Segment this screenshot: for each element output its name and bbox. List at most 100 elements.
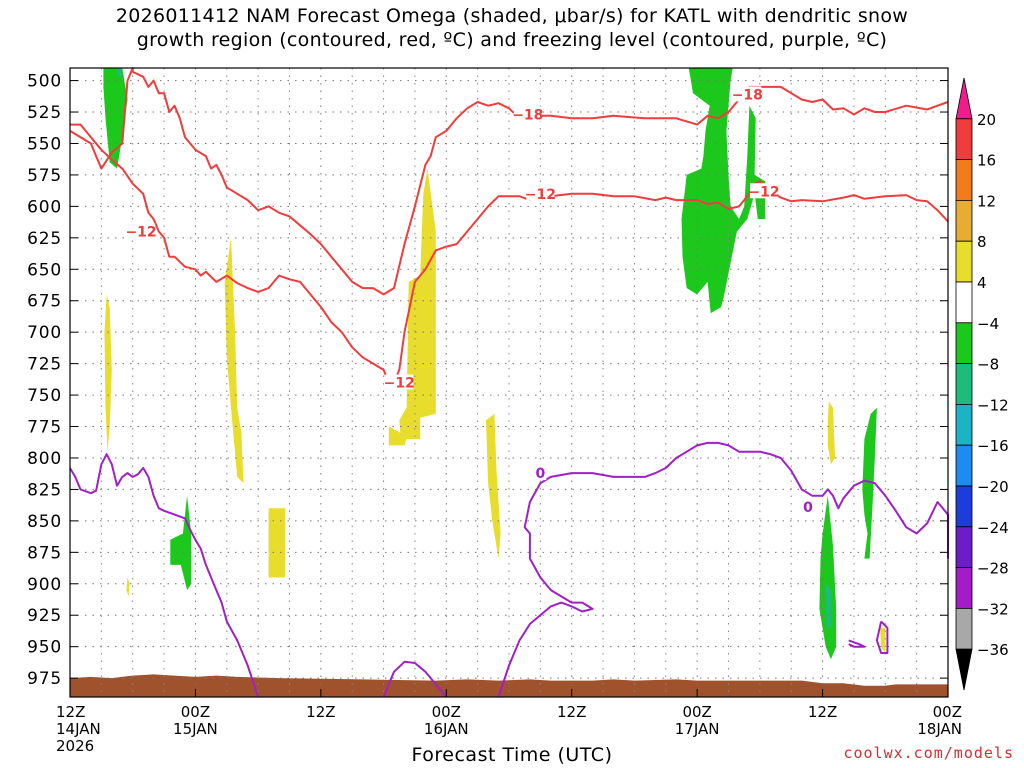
- y-axis: 500 525 550 575 600 625 650 675 700 725 750 775 800 8…: [27, 72, 948, 689]
- x-tick-label-6-0: 12Z: [808, 703, 837, 721]
- credit-text: coolwx.com/models: [843, 744, 1014, 762]
- contour-label-dgz-lower-minus12-0: −12: [125, 225, 156, 241]
- contour-freezing-level-low-0: [382, 660, 448, 698]
- colorbar-label-0: 20: [977, 111, 996, 129]
- colorbar-label-6: −8: [977, 356, 999, 374]
- contour-dgz-lower-minus12: [70, 123, 949, 384]
- colorbar-label-4: 4: [977, 274, 987, 292]
- contour-label-bg: [801, 499, 814, 515]
- x-tick-label-2-0: 12Z: [306, 703, 335, 721]
- shaded-region-teal-2: [825, 583, 831, 628]
- x-tick-label-0-0: 12Z: [56, 703, 85, 721]
- chart-title-line-1: 2026011412 NAM Forecast Omega (shaded, μ…: [115, 5, 909, 27]
- contour-freezing-level-loop-0: [848, 639, 866, 648]
- shaded-region-yellow-4: [268, 508, 286, 578]
- colorbar-swatch-14: [955, 648, 973, 691]
- contour-label-dgz-upper-minus18-0: −18: [512, 108, 543, 124]
- colorbar-swatch-7: [955, 363, 973, 405]
- contour-dgz-upper-minus18: [69, 67, 949, 296]
- y-tick-label-600: 600: [27, 197, 62, 217]
- contours: [69, 67, 949, 698]
- y-tick-label-775: 775: [27, 418, 62, 438]
- colorbar-label-7: −12: [977, 396, 1009, 414]
- y-tick-label-675: 675: [27, 292, 62, 312]
- colorbar-label-13: −36: [977, 641, 1009, 659]
- x-tick-label-0-2: 2026: [56, 737, 94, 755]
- y-tick-label-625: 625: [27, 229, 62, 249]
- shaded-region-ground: [70, 674, 948, 697]
- shaded-region-green-1: [103, 68, 128, 169]
- shaded-region-yellow-7: [827, 401, 836, 465]
- plot-frame: [69, 67, 949, 698]
- y-tick-label-750: 750: [27, 386, 62, 406]
- contour-label-freezing-level-main-0-0: 0: [535, 466, 545, 482]
- x-tick-label-3-0: 00Z: [432, 703, 461, 721]
- chart-title: 2026011412 NAM Forecast Omega (shaded, μ…: [0, 4, 1024, 52]
- colorbar-swatch-4: [955, 240, 973, 283]
- y-tick-label-575: 575: [27, 166, 62, 186]
- contour-label-bg: [750, 183, 779, 199]
- contour-label-bg: [513, 106, 542, 122]
- shaded-region-yellow-2: [126, 577, 130, 597]
- x-tick-label-4-0: 12Z: [557, 703, 586, 721]
- y-tick-label-525: 525: [27, 103, 62, 123]
- colorbar-swatch-1: [955, 118, 973, 161]
- colorbar-label-10: −24: [977, 519, 1009, 537]
- shaded-region-yellow-5: [388, 168, 436, 446]
- y-tick-label-550: 550: [27, 134, 62, 154]
- contour-freezing-level-main-0: [69, 453, 260, 698]
- colorbar-swatch-5: [955, 281, 973, 324]
- colorbar-label-8: −16: [977, 437, 1009, 455]
- x-tick-label-5-1: 17JAN: [675, 720, 720, 738]
- x-tick-label-7-0: 00Z: [933, 703, 962, 721]
- colorbar-swatch-6: [955, 322, 973, 364]
- x-tick-label-5-0: 00Z: [682, 703, 711, 721]
- contour-label-dgz-lower-minus12-1: −12: [384, 376, 415, 392]
- colorbar-swatch-0: [955, 77, 973, 120]
- shaded-region-yellow-3: [224, 237, 244, 484]
- contour-label-dgz-lower-minus12-3: −12: [748, 184, 779, 200]
- y-tick-label-950: 950: [27, 638, 62, 658]
- colorbar-swatch-9: [955, 444, 973, 487]
- y-tick-label-825: 825: [27, 480, 62, 500]
- y-tick-label-800: 800: [27, 449, 62, 469]
- contour-label-freezing-level-main-0-1: 0: [803, 500, 813, 516]
- shaded-region-green-2: [170, 495, 192, 591]
- x-axis-title: Forecast Time (UTC): [411, 744, 613, 766]
- x-tick-label-3-1: 16JAN: [424, 720, 469, 738]
- colorbar-label-12: −32: [977, 600, 1009, 618]
- colorbar-label-11: −28: [977, 560, 1009, 578]
- contour-freezing-level-east-0: [497, 441, 949, 698]
- colorbar-swatch-10: [955, 485, 973, 528]
- shaded-region-green-4: [819, 495, 837, 660]
- grid: [70, 68, 948, 697]
- colorbar-swatch-8: [955, 403, 973, 446]
- y-tick-label-725: 725: [27, 355, 62, 375]
- colorbar-swatch-3: [955, 199, 973, 242]
- contour-labels: −18 −18 −12 −12 −12 −12 0 0: [125, 86, 814, 516]
- colorbar-swatch-2: [955, 159, 973, 201]
- y-tick-label-925: 925: [27, 606, 62, 626]
- shaded-region-yellow-6: [486, 413, 501, 559]
- contour-label-bg: [127, 223, 156, 239]
- colorbar-swatch-11: [955, 526, 973, 568]
- y-tick-label-975: 975: [27, 669, 62, 689]
- x-tick-label-1-0: 00Z: [181, 703, 210, 721]
- shaded-region-green-3: [681, 68, 766, 314]
- y-tick-label-875: 875: [27, 543, 62, 563]
- contour-label-bg: [733, 86, 762, 102]
- colorbar-swatch-12: [955, 567, 973, 609]
- x-tick-label-7-1: 18JAN: [917, 720, 962, 738]
- colorbar-label-1: 16: [977, 152, 996, 170]
- shaded-region-yellow-1: [104, 294, 112, 452]
- y-tick-label-500: 500: [27, 72, 62, 92]
- contour-label-bg: [385, 374, 414, 390]
- colorbar-label-5: −4: [977, 315, 999, 333]
- contour-label-dgz-upper-minus18-1: −18: [732, 87, 763, 103]
- colorbar: 20 16 12 8 4 −4 −8 −12 −16 −20 −24 −28 −32 −36: [955, 77, 1009, 691]
- shaded-regions: [70, 68, 948, 697]
- contour-freezing-level-loop2-0: [875, 620, 889, 654]
- colorbar-label-9: −20: [977, 478, 1009, 496]
